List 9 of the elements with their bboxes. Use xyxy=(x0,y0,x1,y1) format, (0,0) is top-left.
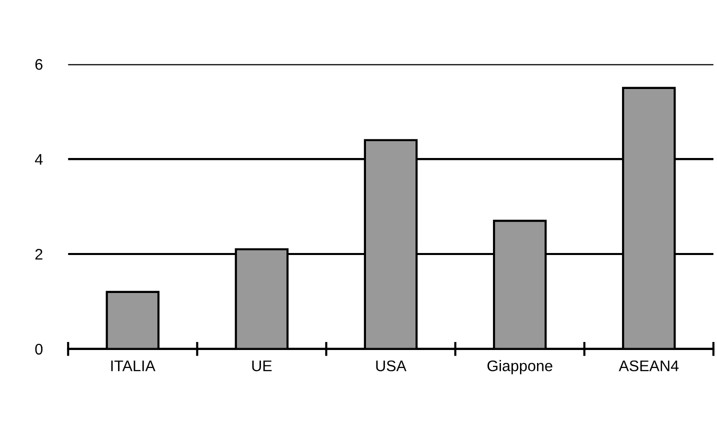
y-tick-label: 2 xyxy=(35,248,42,260)
y-tick-label: 4 xyxy=(34,154,43,165)
y-tick-label: 0 xyxy=(35,344,43,355)
x-tick-label: ASEAN4 xyxy=(618,360,679,372)
x-tick-label: Giappone xyxy=(487,360,552,374)
x-tick-label: USA xyxy=(376,360,406,372)
x-tick-label: UE xyxy=(252,360,272,372)
x-tick-label: ITALIA xyxy=(111,360,156,372)
y-tick-label: 6 xyxy=(35,59,42,70)
